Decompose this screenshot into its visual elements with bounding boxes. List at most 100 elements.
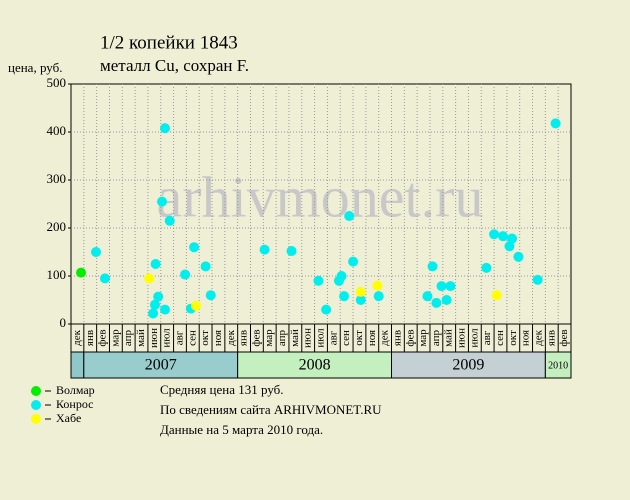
point: [436, 281, 447, 292]
point: [76, 267, 86, 278]
x-tick-label: мар: [109, 329, 121, 347]
year-label: 2009: [452, 357, 484, 374]
x-tick-label: ноя: [520, 330, 532, 346]
legend-label: Волмар: [56, 383, 95, 397]
y-tick-label: 0: [60, 315, 67, 330]
x-tick-label: май: [135, 329, 147, 347]
x-tick-label: мар: [263, 329, 275, 347]
x-tick-label: янв: [391, 330, 403, 346]
point: [348, 256, 359, 267]
chart-title: 1/2 копейки 1843: [100, 32, 238, 53]
point: [164, 215, 175, 226]
y-tick-label: 400: [47, 123, 67, 138]
point: [336, 271, 347, 281]
x-tick-label: апр: [122, 329, 134, 346]
year-label: 2008: [299, 357, 331, 374]
x-tick-label: авг: [481, 330, 493, 345]
point: [99, 273, 110, 284]
point: [200, 261, 211, 272]
x-tick-label: окт: [507, 330, 519, 346]
x-tick-label: май: [289, 329, 301, 347]
legend-swatch: [31, 414, 41, 424]
point: [513, 251, 524, 262]
year-band: [237, 351, 393, 379]
note: Данные на 5 марта 2010 года.: [160, 422, 323, 437]
x-tick-label: фев: [558, 329, 570, 346]
point: [427, 261, 438, 272]
x-tick-label: ноя: [212, 330, 224, 346]
point: [321, 304, 332, 315]
x-tick-label: сен: [494, 330, 506, 346]
x-tick-label: янв: [238, 330, 250, 346]
point: [159, 304, 170, 315]
point: [504, 241, 515, 252]
x-tick-label: окт: [353, 330, 365, 346]
y-tick-label: 500: [47, 75, 67, 90]
legend-swatch: [31, 386, 41, 396]
point: [153, 291, 164, 302]
y-tick-label: 100: [47, 267, 67, 282]
point: [445, 281, 456, 292]
x-tick-label: дек: [225, 329, 237, 345]
x-tick-label: июл: [315, 328, 327, 348]
point: [491, 290, 502, 301]
point: [91, 247, 101, 257]
point: [372, 280, 383, 291]
year-label: 2010: [548, 360, 568, 371]
y-label: цена, руб.: [8, 60, 62, 75]
x-tick-label: июн: [148, 328, 160, 348]
point: [149, 299, 160, 310]
point: [550, 118, 561, 129]
x-tick-label: ноя: [366, 330, 378, 346]
x-tick-label: окт: [199, 330, 211, 346]
x-tick-label: авг: [327, 330, 339, 345]
point: [355, 295, 366, 305]
x-tick-label: июн: [302, 328, 314, 348]
x-tick-label: апр: [430, 329, 442, 346]
year-label: 2007: [145, 357, 177, 374]
note: По сведениям сайта ARHIVMONET.RU: [160, 402, 382, 417]
point: [441, 295, 452, 305]
x-tick-label: дек: [532, 329, 544, 345]
note: Средняя цена 131 руб.: [160, 382, 284, 397]
year-band: [70, 351, 85, 379]
x-tick-label: дек: [71, 329, 83, 345]
x-tick-label: фев: [404, 329, 416, 346]
point: [498, 231, 509, 242]
point: [180, 269, 191, 280]
x-tick-label: янв: [545, 330, 557, 346]
x-tick-label: июн: [456, 328, 468, 348]
point: [355, 286, 366, 297]
x-tick-label: июл: [161, 328, 173, 348]
x-tick-label: дек: [379, 329, 391, 345]
y-tick-label: 200: [47, 219, 67, 234]
x-tick-label: май: [443, 329, 455, 347]
point: [489, 229, 500, 240]
x-tick-label: янв: [84, 330, 96, 346]
x-tick-label: мар: [417, 329, 429, 347]
point: [150, 259, 161, 269]
point: [286, 246, 297, 257]
point: [339, 291, 350, 302]
point: [373, 291, 384, 302]
x-tick-label: апр: [276, 329, 288, 346]
point: [157, 196, 168, 207]
point: [189, 242, 200, 253]
point: [313, 275, 324, 286]
point: [159, 123, 170, 134]
point: [148, 308, 159, 319]
legend-swatch: [31, 400, 41, 410]
y-tick-label: 300: [47, 171, 67, 186]
point: [344, 211, 355, 221]
x-tick-label: сен: [186, 330, 198, 346]
legend-label: Конрос: [56, 397, 93, 411]
x-tick-label: фев: [97, 329, 109, 346]
x-tick-label: фев: [250, 329, 262, 346]
point: [191, 300, 201, 311]
point: [481, 262, 492, 273]
point: [422, 291, 433, 302]
chart-subtitle: металл Cu, сохран F.: [100, 56, 249, 75]
point: [431, 297, 442, 308]
legend-label: Хабе: [56, 411, 81, 425]
